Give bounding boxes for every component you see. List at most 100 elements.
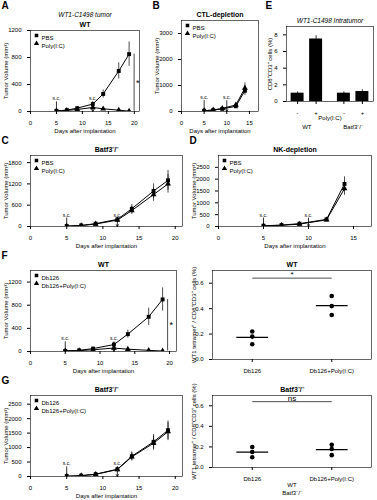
svg-text:Tumor Volume (mm³): Tumor Volume (mm³): [3, 163, 9, 219]
svg-text:400: 400: [11, 81, 22, 87]
svg-text:1000: 1000: [159, 82, 173, 88]
svg-text:5: 5: [64, 360, 68, 366]
svg-text:5: 5: [202, 120, 206, 126]
svg-text:s.c.: s.c.: [113, 212, 121, 218]
svg-text:0: 0: [18, 473, 22, 479]
svg-text:Tumor Volume (mm³): Tumor Volume (mm³): [3, 408, 9, 464]
svg-text:20: 20: [166, 360, 173, 366]
svg-text:A: A: [2, 0, 9, 11]
svg-text:Poly(I:C): Poly(I:C): [193, 33, 216, 39]
svg-text:B: B: [153, 0, 160, 11]
svg-text:D: D: [190, 135, 197, 146]
svg-text:-: -: [297, 110, 299, 116]
svg-text:1500: 1500: [196, 188, 210, 194]
svg-text:Tumor Volume (mm³): Tumor Volume (mm³): [3, 283, 9, 339]
svg-text:5: 5: [65, 235, 69, 241]
svg-text:PBS: PBS: [42, 35, 54, 41]
svg-text:20: 20: [131, 120, 138, 126]
svg-text:-: -: [343, 110, 345, 116]
svg-text:PBS: PBS: [230, 160, 242, 166]
svg-text:15: 15: [136, 485, 143, 491]
svg-text:1500: 1500: [8, 430, 22, 436]
svg-text:Batf3⁻/⁻: Batf3⁻/⁻: [95, 146, 119, 153]
svg-text:WT: WT: [302, 124, 312, 130]
svg-text:*: *: [290, 270, 293, 279]
svg-text:WT: WT: [98, 261, 110, 268]
svg-text:0: 0: [29, 120, 33, 126]
svg-text:Days after implantation: Days after implantation: [264, 243, 325, 249]
svg-text:F: F: [2, 250, 8, 261]
svg-text:0: 0: [18, 223, 22, 229]
svg-text:*: *: [136, 78, 140, 88]
svg-text:CTL-depletion: CTL-depletion: [196, 11, 243, 19]
svg-text:6: 6: [274, 48, 278, 54]
svg-text:Batf3⁻/⁻: Batf3⁻/⁻: [95, 386, 119, 393]
svg-text:Db126: Db126: [42, 275, 60, 281]
svg-text:Db126: Db126: [243, 476, 261, 482]
svg-text:s.c.: s.c.: [53, 95, 61, 101]
svg-text:Db126+Poly(I:C): Db126+Poly(I:C): [309, 368, 354, 374]
svg-text:NK-depletion: NK-depletion: [273, 146, 317, 154]
svg-text:WT: WT: [287, 482, 297, 488]
svg-text:G: G: [2, 375, 10, 386]
svg-text:Batf3⁻/⁻: Batf3⁻/⁻: [343, 124, 363, 130]
svg-text:Poly(I:C): Poly(I:C): [318, 115, 341, 121]
svg-text:0: 0: [29, 360, 33, 366]
svg-text:WT: WT: [287, 261, 299, 268]
svg-text:2500: 2500: [8, 401, 22, 407]
svg-text:s.c.: s.c.: [63, 212, 71, 218]
svg-text:1200: 1200: [8, 279, 22, 285]
svg-text:Poly(I:C): Poly(I:C): [42, 43, 65, 49]
svg-text:15: 15: [131, 360, 138, 366]
svg-text:20: 20: [172, 485, 179, 491]
svg-text:s.c.: s.c.: [305, 212, 313, 218]
svg-text:800: 800: [11, 302, 22, 308]
svg-text:5: 5: [55, 120, 59, 126]
svg-text:WT1 tetramer⁺ / CD8⁺CD3⁺ cells: WT1 tetramer⁺ / CD8⁺CD3⁺ cells (%): [191, 383, 197, 479]
svg-text:1200: 1200: [8, 181, 22, 187]
svg-text:Db126+Poly(I:C): Db126+Poly(I:C): [309, 476, 354, 482]
svg-text:E: E: [266, 0, 273, 11]
svg-text:s.c.: s.c.: [63, 460, 71, 466]
svg-text:WT1-C1498 tumor: WT1-C1498 tumor: [58, 11, 112, 18]
svg-text:s.c.: s.c.: [223, 94, 231, 100]
svg-text:3000: 3000: [159, 30, 173, 36]
svg-text:15: 15: [136, 235, 143, 241]
svg-text:10: 10: [79, 120, 86, 126]
svg-text:10: 10: [100, 485, 107, 491]
svg-text:600: 600: [11, 202, 22, 208]
svg-text:500: 500: [11, 459, 22, 465]
svg-text:5: 5: [65, 485, 69, 491]
svg-text:10: 10: [100, 235, 107, 241]
svg-text:1200: 1200: [8, 27, 22, 33]
svg-text:0: 0: [18, 108, 22, 114]
svg-text:Batf3⁻/⁻: Batf3⁻/⁻: [282, 490, 302, 496]
svg-text:Tumor Volume (mm³): Tumor Volume (mm³): [154, 38, 160, 94]
svg-text:800: 800: [11, 54, 22, 60]
svg-text:0: 0: [18, 348, 22, 354]
svg-text:Days after implantation: Days after implantation: [54, 128, 115, 134]
svg-text:8: 8: [274, 32, 278, 38]
svg-text:0: 0: [217, 235, 221, 241]
svg-text:s.c.: s.c.: [89, 95, 97, 101]
svg-text:Days after implantation: Days after implantation: [189, 128, 250, 134]
svg-text:0: 0: [29, 485, 33, 491]
svg-text:Db126+Poly(I:C): Db126+Poly(I:C): [42, 408, 87, 414]
svg-text:Poly(I:C): Poly(I:C): [230, 168, 253, 174]
svg-text:1800: 1800: [8, 160, 22, 166]
svg-text:Days after implantation: Days after implantation: [76, 243, 137, 249]
svg-text:s.c.: s.c.: [113, 460, 121, 466]
svg-text:Days after implantation: Days after implantation: [76, 493, 137, 499]
svg-text:15: 15: [105, 120, 112, 126]
svg-text:2000: 2000: [8, 416, 22, 422]
svg-text:Db126: Db126: [42, 400, 60, 406]
svg-text:400: 400: [11, 325, 22, 331]
svg-text:0: 0: [180, 120, 184, 126]
svg-text:10: 10: [97, 360, 104, 366]
svg-text:PBS: PBS: [193, 25, 205, 31]
svg-text:+: +: [361, 110, 365, 116]
svg-text:s.c.: s.c.: [61, 335, 69, 341]
svg-text:2000: 2000: [196, 176, 210, 182]
svg-text:PBS: PBS: [42, 160, 54, 166]
svg-text:1000: 1000: [8, 444, 22, 450]
